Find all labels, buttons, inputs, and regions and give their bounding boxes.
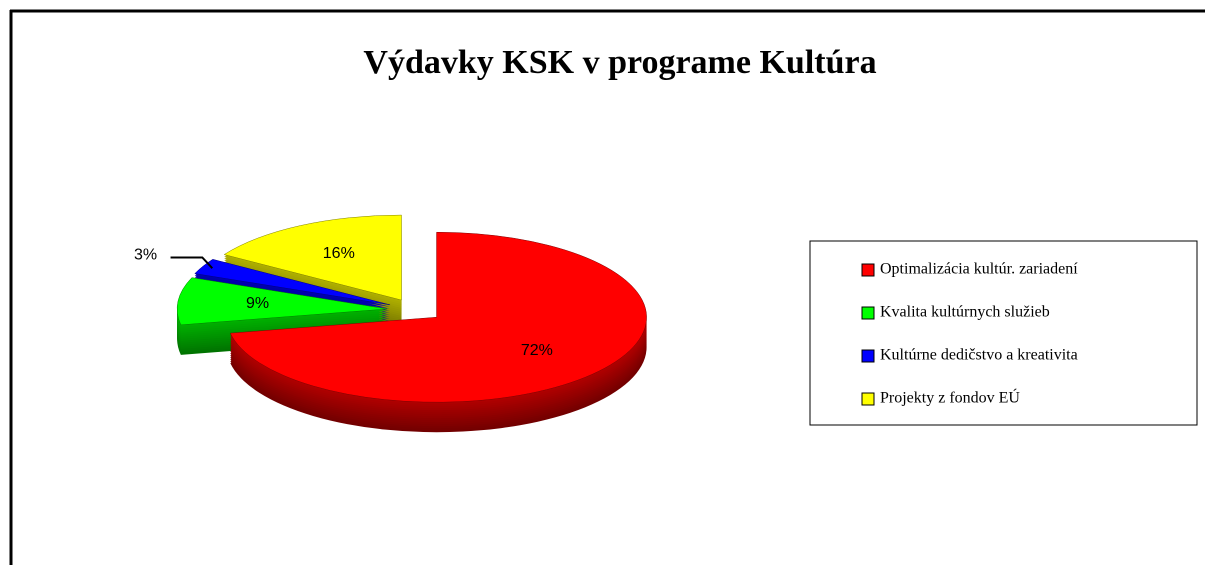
data-label: 3% bbox=[134, 247, 157, 264]
data-label: 16% bbox=[323, 245, 355, 262]
slice bbox=[229, 231, 647, 403]
legend-swatch bbox=[861, 349, 875, 363]
legend-swatch bbox=[861, 263, 875, 277]
slice bbox=[223, 214, 402, 301]
legend-label: Projekty z fondov EÚ bbox=[880, 388, 1020, 407]
chart-title: Výdavky KSK v programe Kultúra bbox=[363, 44, 876, 81]
legend-swatch bbox=[861, 306, 875, 320]
data-label: 9% bbox=[246, 295, 269, 312]
data-label: 72% bbox=[521, 342, 553, 359]
slice bbox=[194, 259, 391, 306]
legend-label: Kvalita kultúrnych služieb bbox=[880, 304, 1050, 321]
legend-swatch bbox=[861, 392, 875, 406]
slice bbox=[176, 277, 388, 326]
leader-line bbox=[170, 256, 214, 269]
legend-label: Optimalizácia kultúr. zariadení bbox=[880, 261, 1078, 278]
legend-label: Kultúrne dedičstvo a kreativita bbox=[880, 347, 1078, 364]
